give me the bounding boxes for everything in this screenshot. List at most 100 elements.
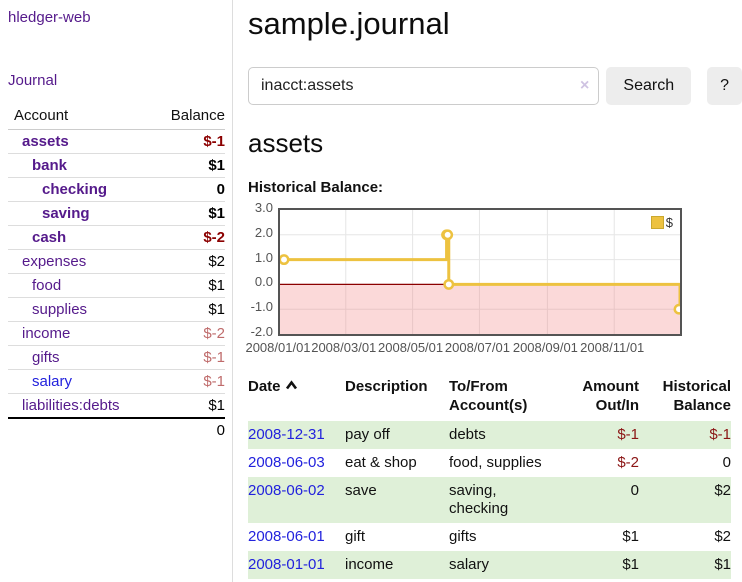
transaction-balance: $-1 xyxy=(639,421,731,449)
register-body: 2008-12-31pay offdebts$-1$-12008-06-03ea… xyxy=(248,421,731,579)
chart-label: Historical Balance: xyxy=(248,179,742,196)
x-tick-label: 2008/11/01 xyxy=(580,340,644,355)
account-balance: $1 xyxy=(154,298,225,322)
brand-link[interactable]: hledger-web xyxy=(8,9,91,26)
register-header-balance: Historical Balance xyxy=(639,375,731,421)
account-row: gifts$-1 xyxy=(8,346,225,370)
account-name-cell: bank xyxy=(8,154,154,178)
register-header-row: Date Description To/From Account(s) Amou… xyxy=(248,375,731,421)
account-row: saving$1 xyxy=(8,202,225,226)
x-tick-label: 2008/03/01 xyxy=(311,340,376,355)
transaction-amount: $-2 xyxy=(553,449,639,477)
account-row: liabilities:debts $1 xyxy=(8,394,225,419)
account-name-cell: cash xyxy=(8,226,154,250)
account-link[interactable]: bank xyxy=(32,157,67,174)
legend-label: $ xyxy=(666,215,673,230)
y-tick-label: 0.0 xyxy=(248,275,273,289)
transaction-accounts: gifts xyxy=(449,523,553,551)
transaction-date-link[interactable]: 2008-06-02 xyxy=(248,482,325,499)
y-tick-label: -2.0 xyxy=(248,325,273,339)
account-name-cell: salary xyxy=(8,370,154,394)
account-balance: 0 xyxy=(154,178,225,202)
search-bar: × Search ? xyxy=(248,67,742,105)
register-row: 2008-01-01incomesalary$1$1 xyxy=(248,551,731,579)
account-balance: $-1 xyxy=(154,370,225,394)
transaction-description: income xyxy=(345,551,449,579)
x-tick-label: 2008/05/01 xyxy=(378,340,443,355)
search-button[interactable]: Search xyxy=(606,67,691,105)
account-balance: $-1 xyxy=(154,130,225,154)
x-tick-label: 2008/09/01 xyxy=(513,340,578,355)
account-row: expenses$2 xyxy=(8,250,225,274)
account-balance: $-2 xyxy=(154,226,225,250)
account-name-cell: expenses xyxy=(8,250,154,274)
register-row: 2008-06-02savesaving, checking0$2 xyxy=(248,477,731,523)
account-balance: $1 xyxy=(154,394,225,419)
account-tree-body: assets$-1bank$1checking0saving$1cash$-2e… xyxy=(8,130,225,419)
hledger-web-app: hledger-web Journal Account Balance asse… xyxy=(0,0,742,582)
account-name-cell: supplies xyxy=(8,298,154,322)
account-name-cell: gifts xyxy=(8,346,154,370)
account-link[interactable]: assets xyxy=(22,133,69,150)
historical-balance-chart: 3.02.01.00.0-1.0-2.0 $ 2008/01/012008/03… xyxy=(248,206,742,358)
transaction-date-link[interactable]: 2008-01-01 xyxy=(248,556,325,573)
register-table: Date Description To/From Account(s) Amou… xyxy=(248,375,731,579)
transaction-description: save xyxy=(345,477,449,523)
account-link[interactable]: saving xyxy=(42,205,90,222)
transaction-amount: $1 xyxy=(553,551,639,579)
transaction-balance: $2 xyxy=(639,523,731,551)
account-row: checking 0 xyxy=(8,178,225,202)
account-link[interactable]: liabilities:debts xyxy=(22,397,120,414)
register-header-account: To/From Account(s) xyxy=(449,375,553,421)
register-header-date[interactable]: Date xyxy=(248,375,345,421)
sidebar-item-journal[interactable]: Journal xyxy=(8,72,57,89)
transaction-date-link[interactable]: 2008-06-03 xyxy=(248,454,325,471)
transaction-date-link[interactable]: 2008-12-31 xyxy=(248,426,325,443)
account-column-header: Account xyxy=(8,104,154,130)
transaction-description: gift xyxy=(345,523,449,551)
transaction-description: eat & shop xyxy=(345,449,449,477)
register-row: 2008-06-03eat & shopfood, supplies$-20 xyxy=(248,449,731,477)
transaction-accounts: food, supplies xyxy=(449,449,553,477)
account-tree: Account Balance assets$-1bank$1checking0… xyxy=(8,104,225,442)
account-link[interactable]: income xyxy=(22,325,70,342)
account-row: salary $-1 xyxy=(8,370,225,394)
y-tick-label: 3.0 xyxy=(248,201,273,215)
sort-ascending-icon[interactable] xyxy=(285,380,298,390)
transaction-date-cell: 2008-06-01 xyxy=(248,523,345,551)
transaction-date-cell: 2008-06-02 xyxy=(248,477,345,523)
search-input[interactable] xyxy=(248,67,599,105)
account-name-cell: checking xyxy=(8,178,154,202)
account-name-cell: assets xyxy=(8,130,154,154)
clear-search-icon[interactable]: × xyxy=(580,76,589,96)
transaction-date-cell: 2008-01-01 xyxy=(248,551,345,579)
transaction-balance: $2 xyxy=(639,477,731,523)
account-link[interactable]: supplies xyxy=(32,301,87,318)
account-link[interactable]: checking xyxy=(42,181,107,198)
account-link[interactable]: salary xyxy=(32,373,72,390)
transaction-amount: $1 xyxy=(553,523,639,551)
transaction-date-cell: 2008-06-03 xyxy=(248,449,345,477)
account-link[interactable]: food xyxy=(32,277,61,294)
account-tree-header: Account Balance xyxy=(8,104,225,130)
account-link[interactable]: cash xyxy=(32,229,66,246)
main-content: sample.journal × Search ? assets Histori… xyxy=(248,0,742,579)
account-row: supplies $1 xyxy=(8,298,225,322)
account-link[interactable]: expenses xyxy=(22,253,86,270)
balance-column-header: Balance xyxy=(154,104,225,130)
account-link[interactable]: gifts xyxy=(32,349,60,366)
account-row: bank$1 xyxy=(8,154,225,178)
account-total-spacer xyxy=(8,418,154,442)
account-total-value: 0 xyxy=(154,418,225,442)
account-name-cell: liabilities:debts xyxy=(8,394,154,419)
transaction-accounts: saving, checking xyxy=(449,477,553,523)
help-button[interactable]: ? xyxy=(707,67,742,105)
transaction-date-cell: 2008-12-31 xyxy=(248,421,345,449)
transaction-date-link[interactable]: 2008-06-01 xyxy=(248,528,325,545)
register-row: 2008-12-31pay offdebts$-1$-1 xyxy=(248,421,731,449)
register-header-description: Description xyxy=(345,375,449,421)
chart-svg xyxy=(280,210,680,334)
y-tick-label: 1.0 xyxy=(248,251,273,265)
transaction-accounts: debts xyxy=(449,421,553,449)
transaction-accounts: salary xyxy=(449,551,553,579)
